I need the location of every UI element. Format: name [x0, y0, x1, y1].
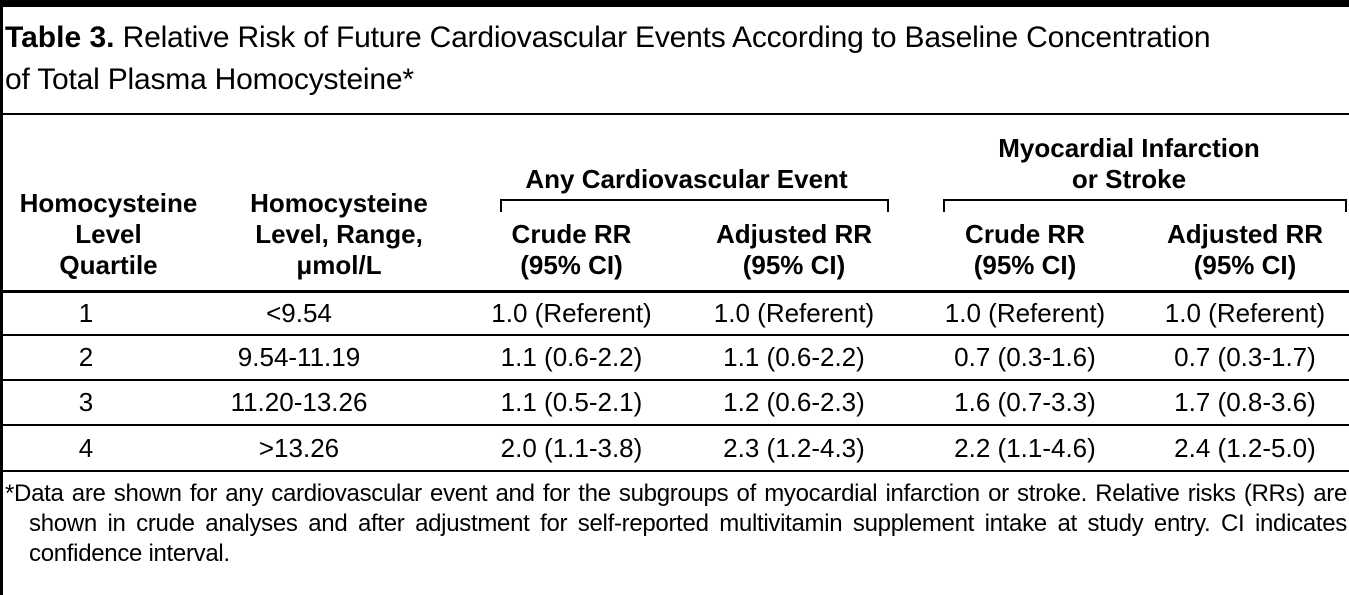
table-row: 1 <9.54 1.0 (Referent) 1.0 (Referent) 1.… — [3, 293, 1349, 336]
table-footnote: *Data are shown for any cardiovascular e… — [5, 480, 1347, 567]
table-cell: 2.0 (1.1-3.8) — [500, 432, 643, 463]
table-cell: 1.0 (Referent) — [944, 298, 1106, 328]
table-header: Homocysteine Level Quartile Homocysteine… — [3, 115, 1349, 293]
table-row: 3 11.20-13.26 1.1 (0.5-2.1) 1.2 (0.6-2.3… — [3, 381, 1349, 426]
table-cell: 1.0 (Referent) — [491, 298, 652, 328]
table-cell: 2.2 (1.1-4.6) — [954, 432, 1096, 463]
table-cell: 0.7 (0.3-1.7) — [1174, 342, 1316, 372]
table-row: 4 >13.26 2.0 (1.1-3.8) 2.3 (1.2-4.3) 2.2… — [3, 426, 1349, 472]
table-cell: 2 — [78, 342, 94, 372]
table-title-text: Relative Risk of Future Cardiovascular E… — [122, 21, 1211, 54]
table-cell: 9.54-11.19 — [237, 342, 361, 372]
column-header-crude-rr-mi: Crude RR (95% CI) — [965, 219, 1085, 280]
table-cell: 1 — [78, 298, 94, 328]
table-cell: 1.1 (0.6-2.2) — [500, 342, 643, 372]
table-cell: 1.0 (Referent) — [713, 298, 875, 328]
column-header-quartile: Homocysteine Level Quartile — [19, 188, 198, 280]
table-cell: <9.54 — [266, 298, 332, 328]
table-number: Table 3. — [5, 21, 115, 54]
table-row: 2 9.54-11.19 1.1 (0.6-2.2) 1.1 (0.6-2.2)… — [3, 336, 1349, 381]
table-cell: 4 — [78, 432, 94, 463]
table-cell: 1.0 (Referent) — [1164, 298, 1326, 328]
column-header-adjusted-rr-any: Adjusted RR (95% CI) — [716, 219, 872, 280]
table-title-line1: Table 3. Relative Risk of Future Cardiov… — [5, 17, 1345, 59]
group-header-mi-or-stroke: Myocardial Infarction or Stroke — [998, 133, 1260, 194]
table-cell: >13.26 — [258, 432, 340, 463]
column-header-range: Homocysteine Level, Range, μmol/L — [250, 188, 428, 280]
table-title-line2: of Total Plasma Homocysteine* — [5, 63, 414, 96]
table-caption: Table 3. Relative Risk of Future Cardiov… — [3, 7, 1349, 115]
group-header-any-cardiovascular-event: Any Cardiovascular Event — [525, 164, 848, 194]
table-cell: 2.4 (1.2-5.0) — [1174, 432, 1316, 463]
table-cell: 3 — [78, 387, 94, 417]
table-cell: 1.6 (0.7-3.3) — [954, 387, 1096, 417]
group-bracket-mi-or-stroke — [943, 199, 1347, 212]
column-header-crude-rr-any: Crude RR (95% CI) — [511, 219, 632, 280]
table-cell: 0.7 (0.3-1.6) — [954, 342, 1096, 372]
table-body: 1 <9.54 1.0 (Referent) 1.0 (Referent) 1.… — [3, 293, 1349, 472]
group-bracket-any-cardiovascular-event — [500, 199, 889, 212]
column-header-adjusted-rr-mi: Adjusted RR (95% CI) — [1167, 219, 1323, 280]
table-cell: 2.3 (1.2-4.3) — [723, 432, 865, 463]
table-cell: 1.1 (0.5-2.1) — [500, 387, 643, 417]
table-cell: 11.20-13.26 — [230, 387, 368, 417]
table-cell: 1.1 (0.6-2.2) — [723, 342, 865, 372]
table-cell: 1.2 (0.6-2.3) — [723, 387, 865, 417]
table-cell: 1.7 (0.8-3.6) — [1174, 387, 1316, 417]
